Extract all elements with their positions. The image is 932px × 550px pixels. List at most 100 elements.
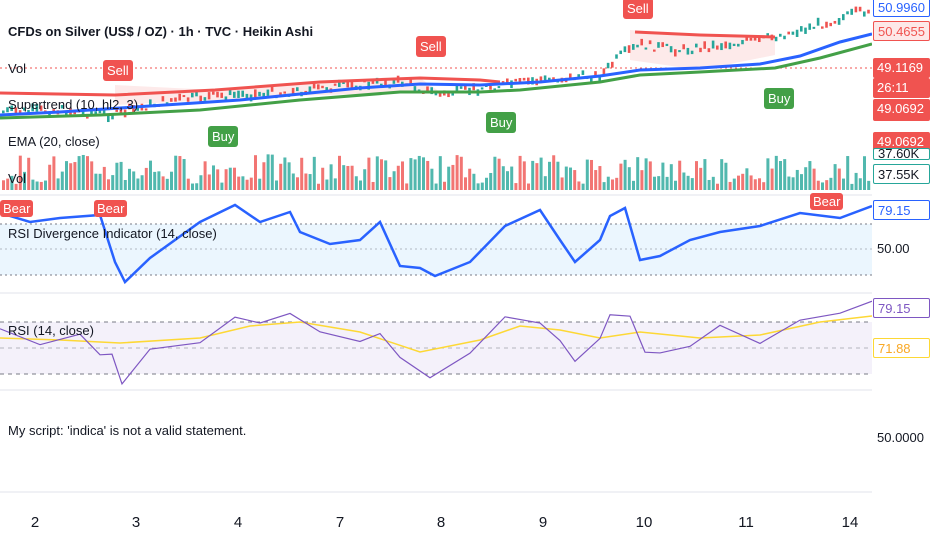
candle <box>594 71 597 76</box>
volume-bar <box>745 168 749 190</box>
rsi-label[interactable]: RSI (14, close) <box>8 323 94 338</box>
candle <box>241 90 244 97</box>
candle <box>94 111 97 115</box>
indicator-ema-label[interactable]: EMA (20, close) <box>8 134 100 149</box>
sell-signal: Sell <box>103 60 133 81</box>
volume-bar <box>438 156 442 190</box>
volume-bar <box>132 171 136 190</box>
chart-title[interactable]: CFDs on Silver (US$ / OZ) · 1h · TVC · H… <box>8 24 314 39</box>
volume-bar <box>262 162 266 190</box>
candle <box>6 107 9 113</box>
candle <box>455 85 459 91</box>
volume-bar <box>195 183 199 190</box>
volume-bar <box>829 177 833 190</box>
candle <box>392 78 396 84</box>
rsi-div-line <box>0 203 872 285</box>
rsi-div-50-label: 50.00 <box>877 241 910 256</box>
volume-bar <box>556 161 560 190</box>
volume-bar <box>367 157 371 190</box>
volume-bar <box>186 178 190 190</box>
candle <box>703 41 706 49</box>
candle <box>279 92 282 96</box>
volume-bar <box>115 162 119 190</box>
candle <box>569 73 572 79</box>
volume-bar <box>602 182 606 190</box>
candle <box>774 36 778 42</box>
candle <box>27 110 30 114</box>
volume-bar <box>787 176 791 190</box>
volume-bar <box>762 182 766 190</box>
volume-bar <box>128 168 131 190</box>
candle <box>266 89 270 96</box>
script-value-label: 50.0000 <box>877 430 924 445</box>
candle <box>258 91 261 97</box>
volume-bar <box>506 171 509 190</box>
candle <box>464 85 467 90</box>
candle <box>678 50 681 53</box>
volume-bar <box>674 180 677 190</box>
candle <box>539 76 543 84</box>
indicator-vol-label[interactable]: Vol <box>8 61 27 76</box>
volume-bar <box>749 175 753 190</box>
volume-bar <box>518 155 522 190</box>
candle <box>522 77 526 81</box>
indicator-vol-label-2[interactable]: Vol <box>8 171 27 186</box>
volume-bar <box>279 163 283 190</box>
volume-bar <box>732 178 736 190</box>
volume-bar <box>220 182 224 190</box>
volume-bar <box>543 176 547 190</box>
volume-bar <box>459 156 463 190</box>
candle <box>783 35 786 40</box>
volume-bar <box>825 180 829 190</box>
volume-bar <box>842 178 845 190</box>
x-axis-label: 9 <box>538 514 548 531</box>
candle <box>787 31 790 35</box>
volume-bar <box>791 177 795 190</box>
sell-signal: Sell <box>623 0 653 19</box>
volume-bar <box>766 158 770 190</box>
volume-bar <box>342 165 346 190</box>
candle <box>606 62 610 69</box>
candle <box>674 49 677 57</box>
volume-bar <box>396 165 400 190</box>
volume-bar <box>359 180 362 190</box>
candle <box>497 86 501 89</box>
rsi-div-label[interactable]: RSI Divergence Indicator (14, close) <box>8 226 217 241</box>
candle <box>144 108 148 111</box>
volume-bar <box>405 183 409 190</box>
volume-bar <box>606 176 610 190</box>
volume-bar <box>44 180 47 190</box>
candle <box>186 97 190 102</box>
candle <box>312 83 316 89</box>
candle <box>858 6 862 12</box>
volume-bar <box>90 161 94 190</box>
volume-bar <box>753 179 757 190</box>
volume-bar <box>39 181 43 190</box>
volume-bar <box>619 163 623 190</box>
candle <box>178 93 181 101</box>
volume-bar <box>23 171 26 190</box>
candle <box>737 43 740 47</box>
candle <box>711 40 715 49</box>
volume-bar <box>837 168 841 190</box>
volume-bar <box>716 183 719 190</box>
volume-bar <box>207 174 211 190</box>
candle <box>846 11 849 15</box>
candle <box>350 82 354 88</box>
indicator-supertrend-label[interactable]: Supertrend (10, hl2, 3) <box>8 97 139 112</box>
volume-bar <box>241 176 245 190</box>
volume-bar <box>14 183 18 190</box>
volume-bar <box>27 157 31 190</box>
x-axis-label: 7 <box>335 514 345 531</box>
candle <box>543 75 547 81</box>
candle <box>741 39 744 45</box>
volume-bar <box>783 159 787 190</box>
volume-bar <box>6 178 10 190</box>
volume-bar <box>354 176 358 190</box>
candle <box>52 109 55 113</box>
chart-canvas[interactable] <box>0 0 872 550</box>
volume-bar <box>10 175 14 190</box>
volume-bar <box>636 157 640 190</box>
volume-bar <box>249 177 253 190</box>
volume-bar <box>665 176 669 190</box>
